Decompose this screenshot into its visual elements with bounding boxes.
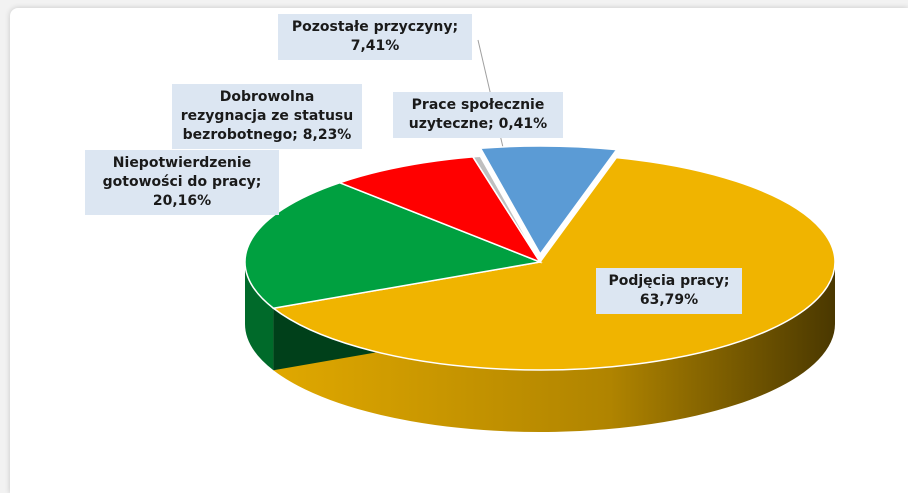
slice: [337, 156, 542, 264]
data-label: Niepotwierdzenie gotowości do pracy; 20,…: [85, 150, 279, 215]
label-value: 20,16%: [152, 193, 212, 209]
label-separator: ;: [255, 174, 262, 190]
label-category: Podjęcia pracy: [608, 273, 724, 289]
slice-side: [245, 262, 274, 371]
chart-frame: Podjęcia pracy; 63,79% Niepotwierdzenie g…: [10, 8, 908, 493]
label-separator: ;: [452, 19, 459, 35]
data-label: Pozostałe przyczyny; 7,41%: [278, 14, 472, 60]
slice: [244, 181, 543, 310]
label-value: 63,79%: [639, 292, 699, 308]
slice: [271, 156, 836, 371]
label-category: Pozostałe przyczyny: [291, 19, 453, 35]
label-separator: ;: [488, 116, 499, 132]
label-value: 8,23%: [302, 127, 352, 143]
data-label: Prace społecznie uzyteczne; 0,41%: [393, 92, 563, 138]
data-label: Dobrowolna rezygnacja ze statusu bezrobo…: [172, 84, 362, 149]
label-separator: ;: [292, 127, 303, 143]
slice: [471, 155, 541, 263]
label-category: Dobrowolna rezygnacja ze statusu bezrobo…: [180, 89, 354, 143]
label-value: 7,41%: [350, 38, 400, 54]
chart: [244, 39, 836, 432]
data-label: Podjęcia pracy; 63,79%: [596, 268, 742, 314]
slice: [479, 145, 618, 256]
slice-side: [273, 262, 835, 432]
label-category: Niepotwierdzenie gotowości do pracy: [102, 155, 256, 190]
label-value: 0,41%: [498, 116, 548, 132]
label-category: Prace społecznie uzyteczne: [408, 97, 545, 132]
label-separator: ;: [723, 273, 730, 289]
